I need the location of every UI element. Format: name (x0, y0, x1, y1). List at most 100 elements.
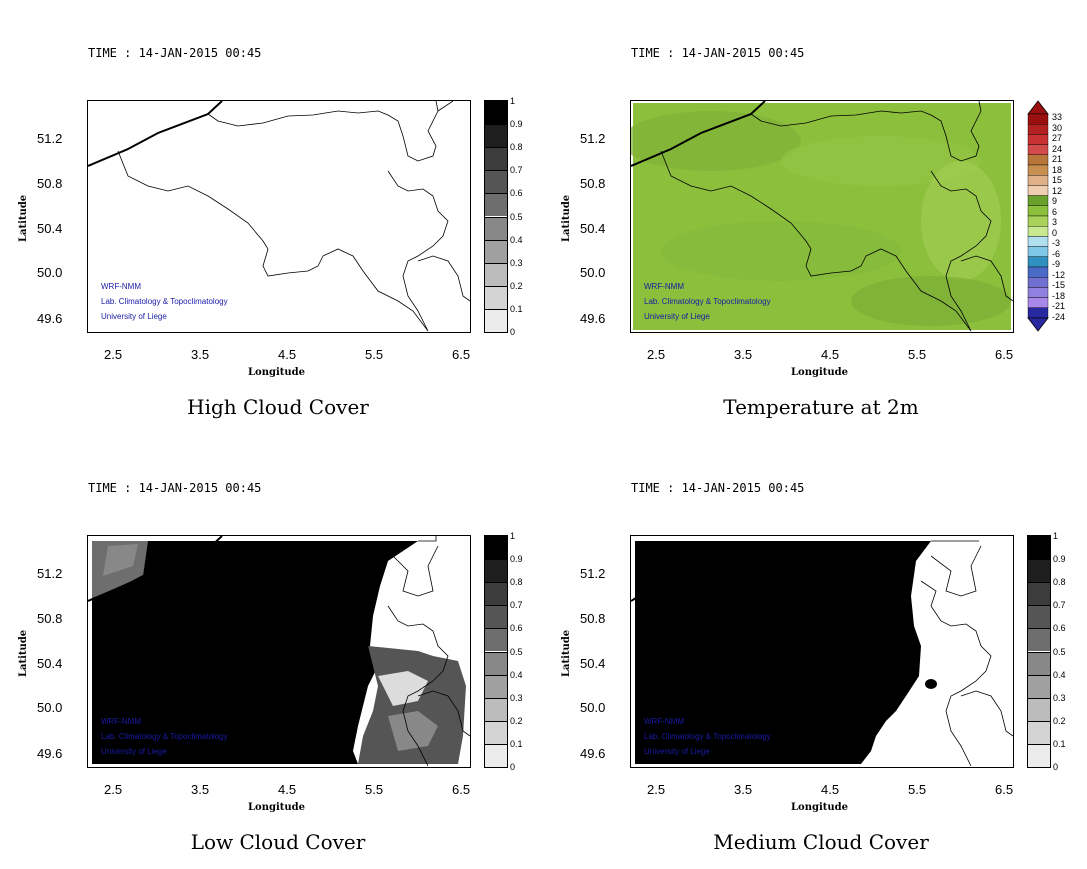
y-tick: 51.2 (580, 566, 606, 581)
colorbar-segment (1027, 113, 1049, 125)
x-tick: 4.5 (278, 347, 297, 362)
colorbar-segment (1028, 674, 1050, 698)
colorbar-label: 0 (510, 762, 516, 772)
colorbar-label: 21 (1052, 154, 1063, 164)
colorbar-segment (1028, 536, 1050, 560)
credit-line: Lab. Climatology & Topoclimatology (101, 732, 228, 741)
panel-medium-cloud-cover: TIME : 14-JAN-2015 00:45 WRF-NMM Lab. Cl… (543, 434, 1087, 869)
y-tick: 50.4 (580, 221, 606, 236)
colorbar-segment (1027, 174, 1049, 186)
y-tick: 50.0 (580, 265, 606, 280)
colorbar-label: 3 (1052, 217, 1058, 227)
colorbar-label: 0.1 (510, 738, 523, 749)
x-tick: 6.5 (452, 347, 471, 362)
time-label: TIME : 14-JAN-2015 00:45 (88, 481, 262, 495)
x-tick: 2.5 (647, 347, 666, 362)
time-label: TIME : 14-JAN-2015 00:45 (88, 46, 262, 60)
colorbar-label: 0.3 (1053, 692, 1066, 703)
colorbar-segment (485, 697, 507, 721)
y-axis-label: Latitude (561, 194, 572, 242)
y-tick: 50.4 (580, 656, 606, 671)
colorbar-label: 0.7 (510, 600, 523, 611)
colorbar-label: 0.1 (510, 303, 523, 314)
colorbar-label: -18 (1052, 290, 1066, 301)
colorbar-segment (1027, 287, 1049, 298)
colorbar-segment (1027, 307, 1049, 319)
colorbar-segment (485, 216, 507, 240)
colorbar-segment (1027, 276, 1049, 288)
colorbar-segment (1027, 297, 1049, 309)
x-tick: 2.5 (647, 782, 666, 797)
colorbar-label: 27 (1052, 133, 1063, 143)
colorbar-segment (485, 124, 507, 148)
x-tick: 4.5 (821, 782, 840, 797)
colorbar-label: 0.9 (510, 119, 523, 130)
colorbar-label: 0.2 (1053, 715, 1066, 726)
y-tick: 49.6 (37, 746, 63, 761)
colorbar-label: -6 (1052, 248, 1061, 259)
credit-line: Lab. Climatology & Topoclimatology (644, 297, 771, 306)
y-tick: 50.8 (580, 176, 606, 191)
time-label: TIME : 14-JAN-2015 00:45 (631, 481, 805, 495)
x-tick: 6.5 (995, 347, 1014, 362)
x-tick: 6.5 (995, 782, 1014, 797)
colorbar-segment (1027, 215, 1049, 227)
colorbar-segment (485, 559, 507, 583)
colorbar-segment (1028, 605, 1050, 629)
medium-cloud-field (631, 540, 1013, 767)
colorbar-label: 0.7 (510, 165, 523, 176)
low-cloud-field (88, 536, 470, 767)
colorbar-label: 0.9 (1053, 554, 1066, 565)
map-frame (630, 100, 1014, 333)
x-tick: 4.5 (278, 782, 297, 797)
colorbar-segment (1028, 743, 1050, 767)
colorbar-label: 6 (1052, 206, 1058, 217)
colorbar-segment (1028, 697, 1050, 721)
colorbar-label: 0 (1052, 227, 1058, 238)
colorbar-label: 1 (1053, 531, 1059, 541)
colorbar-label: 0 (1053, 762, 1059, 772)
temperature-field (631, 101, 1013, 332)
colorbar-segment (1027, 246, 1049, 258)
colorbar-label: -12 (1052, 269, 1066, 280)
colorbar-label: 15 (1052, 175, 1063, 185)
colorbar-label: 0.2 (510, 715, 523, 726)
colorbar-segment (485, 582, 507, 606)
x-axis-label: Longitude (248, 802, 306, 813)
panel-title: Medium Cloud Cover (713, 830, 929, 854)
panel-title: Temperature at 2m (723, 395, 919, 419)
colorbar-segment (1028, 628, 1050, 652)
colorbar-segment (1027, 164, 1049, 176)
colorbar-label: 18 (1052, 164, 1063, 175)
credit-line: WRF-NMM (101, 282, 141, 291)
colorbar-label: 0.6 (1053, 623, 1066, 634)
colorbar-label: 9 (1052, 196, 1058, 206)
time-label: TIME : 14-JAN-2015 00:45 (631, 46, 805, 60)
map-frame (630, 535, 1014, 768)
model-credit: WRF-NMM Lab. Climatology & Topoclimatolo… (644, 714, 771, 759)
country-borders (88, 101, 470, 332)
model-credit: WRF-NMM Lab. Climatology & Topoclimatolo… (101, 279, 228, 324)
colorbar-segment (485, 170, 507, 194)
colorbar-segment (1028, 651, 1050, 675)
x-tick: 5.5 (908, 347, 927, 362)
y-axis-label: Latitude (561, 629, 572, 677)
x-tick: 5.5 (908, 782, 927, 797)
y-tick: 49.6 (580, 311, 606, 326)
colorbar-label: 0.3 (510, 692, 523, 703)
model-credit: WRF-NMM Lab. Climatology & Topoclimatolo… (644, 279, 771, 324)
colorbar-segment (485, 262, 507, 286)
y-tick: 50.4 (37, 221, 63, 236)
x-tick: 2.5 (104, 347, 123, 362)
panel-high-cloud-cover: TIME : 14-JAN-2015 00:45 WRF-NMM Lab. Cl… (0, 0, 543, 434)
colorbar-label: -3 (1052, 238, 1061, 248)
credit-line: University of Liege (101, 747, 167, 756)
x-axis-label: Longitude (791, 802, 849, 813)
y-tick: 49.6 (37, 311, 63, 326)
colorbar-segment (1028, 559, 1050, 583)
colorbar-label: 0.7 (1053, 600, 1066, 611)
y-tick: 50.8 (37, 176, 63, 191)
colorbar (484, 535, 508, 768)
y-tick: 49.6 (580, 746, 606, 761)
colorbar-label: 0.5 (1053, 646, 1066, 657)
